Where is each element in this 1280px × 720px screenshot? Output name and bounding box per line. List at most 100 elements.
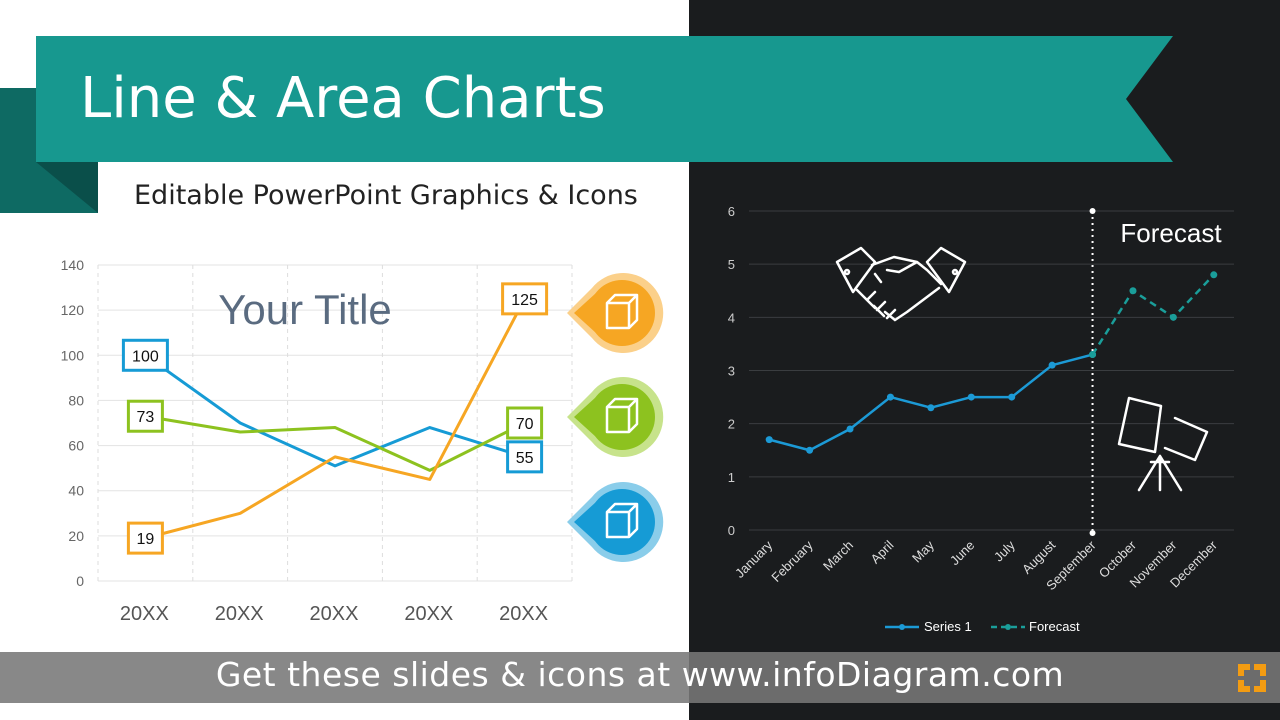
data-label-box bbox=[121, 338, 169, 372]
cube-glyph bbox=[605, 502, 639, 539]
data-label: 100 bbox=[121, 338, 169, 372]
footer-bar bbox=[0, 652, 1280, 703]
projector-screen-front bbox=[1117, 396, 1163, 454]
y-tick-label: 0 bbox=[728, 523, 735, 538]
handshake-palms bbox=[870, 255, 943, 286]
x-tick-label: 20XX bbox=[499, 603, 548, 625]
infodiagram-logo-icon bbox=[1238, 664, 1266, 692]
data-label: 55 bbox=[506, 440, 544, 474]
marker-circle bbox=[589, 280, 655, 346]
data-label: 125 bbox=[501, 282, 549, 316]
x-tick-label: July bbox=[991, 537, 1018, 564]
data-point bbox=[1048, 361, 1056, 369]
cube-glyph bbox=[605, 293, 639, 330]
x-tick-label: 20XX bbox=[310, 603, 359, 625]
data-label-box bbox=[506, 406, 544, 440]
y-tick-label: 60 bbox=[68, 438, 84, 454]
data-label-box bbox=[126, 399, 164, 433]
y-tick-label: 6 bbox=[728, 204, 735, 219]
chart-title: Your Title bbox=[218, 286, 392, 333]
footer-link-text[interactable]: Get these slides & icons at www.infoDiag… bbox=[215, 655, 1065, 694]
box-icon bbox=[567, 377, 664, 457]
series-line bbox=[145, 298, 526, 540]
data-label-text: 125 bbox=[511, 292, 538, 309]
marker-circle bbox=[589, 384, 655, 450]
data-label: 19 bbox=[126, 521, 164, 555]
projector-screen-back bbox=[1163, 416, 1209, 462]
series-line bbox=[768, 353, 1093, 452]
data-point bbox=[846, 425, 854, 433]
projector-stand bbox=[1137, 454, 1183, 492]
y-tick-label: 3 bbox=[728, 364, 735, 379]
data-label-box bbox=[506, 440, 544, 474]
data-label-box bbox=[501, 282, 549, 316]
y-tick-label: 1 bbox=[728, 470, 735, 485]
y-tick-label: 80 bbox=[68, 392, 84, 408]
data-point bbox=[1169, 313, 1177, 321]
data-label-box bbox=[126, 521, 164, 555]
divider-dot bbox=[1089, 530, 1096, 536]
data-point bbox=[967, 393, 975, 401]
y-tick-label: 2 bbox=[728, 417, 735, 432]
page-subtitle: Editable PowerPoint Graphics & Icons bbox=[134, 180, 638, 211]
legend-label: Series 1 bbox=[924, 619, 972, 634]
data-point bbox=[806, 446, 814, 454]
cuff-button bbox=[951, 268, 959, 276]
x-tick-label: June bbox=[947, 538, 978, 569]
left-line-chart: 0 20 40 60 80 100 120 140 20XX 20XX 20XX 20XX 20XX Yo… bbox=[61, 257, 664, 625]
data-point bbox=[1129, 287, 1137, 295]
legend-swatch-dot bbox=[899, 624, 905, 630]
title-banner bbox=[36, 36, 1173, 162]
marker-circle bbox=[589, 489, 655, 555]
y-tick-label: 40 bbox=[68, 483, 84, 499]
box-icon bbox=[567, 482, 664, 562]
x-tick-label: April bbox=[868, 537, 897, 566]
data-point bbox=[1210, 271, 1218, 279]
data-label-text: 73 bbox=[137, 409, 155, 426]
page-title: Line & Area Charts bbox=[80, 66, 606, 131]
y-tick-label: 4 bbox=[728, 310, 735, 325]
y-tick-label: 120 bbox=[61, 302, 85, 318]
data-label-text: 19 bbox=[137, 531, 155, 548]
series-line bbox=[145, 414, 526, 472]
y-tick-label: 140 bbox=[61, 257, 85, 273]
x-tick-label: May bbox=[909, 537, 937, 565]
x-tick-label: August bbox=[1019, 537, 1058, 576]
forecast-annotation: Forecast bbox=[1120, 218, 1222, 248]
handshake-cuff-right bbox=[925, 246, 967, 294]
marker-point bbox=[574, 293, 596, 333]
box-icon bbox=[567, 273, 664, 353]
cube-glyph bbox=[605, 397, 639, 434]
data-point bbox=[1089, 351, 1097, 359]
data-label-text: 70 bbox=[516, 416, 534, 433]
marker-point bbox=[574, 502, 596, 542]
x-tick-label: February bbox=[768, 537, 816, 585]
handshake-fingers bbox=[855, 286, 941, 322]
data-point bbox=[927, 404, 935, 412]
data-point bbox=[765, 436, 773, 444]
data-label-text: 100 bbox=[132, 348, 159, 365]
data-label: 73 bbox=[126, 399, 164, 433]
legend-label: Forecast bbox=[1029, 619, 1080, 634]
data-point bbox=[1008, 393, 1016, 401]
marker-point bbox=[574, 397, 596, 437]
data-label: 70 bbox=[506, 406, 544, 440]
data-point bbox=[886, 393, 894, 401]
legend-swatch-dot bbox=[1005, 624, 1011, 630]
y-tick-label: 5 bbox=[728, 257, 735, 272]
series-line bbox=[144, 354, 526, 468]
x-tick-label: 20XX bbox=[404, 603, 453, 625]
handshake-icon bbox=[835, 246, 967, 322]
cuff-button bbox=[843, 268, 851, 276]
y-tick-label: 0 bbox=[76, 573, 84, 589]
x-tick-label: 20XX bbox=[215, 603, 264, 625]
data-label-text: 55 bbox=[516, 450, 534, 467]
y-tick-label: 100 bbox=[61, 347, 85, 363]
y-tick-label: 20 bbox=[68, 528, 84, 544]
projector-icon bbox=[1117, 396, 1209, 492]
divider-dot bbox=[1089, 208, 1096, 214]
handshake-cuff-left bbox=[835, 246, 877, 294]
series-line bbox=[1091, 273, 1215, 356]
x-tick-label: March bbox=[820, 538, 856, 574]
